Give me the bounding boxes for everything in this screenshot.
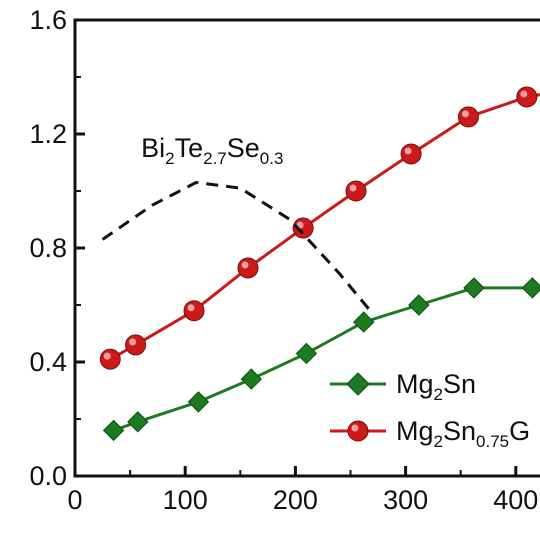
series-1-point xyxy=(292,217,314,239)
ticks: 0.0 0.4 0.8 1.2 1.6 0 100 200 300 400 xyxy=(29,5,538,515)
legend-marker xyxy=(347,420,369,442)
point-body xyxy=(457,106,479,128)
plot-frame xyxy=(73,18,540,478)
series-0-point xyxy=(127,411,149,433)
point-highlight xyxy=(520,90,528,98)
legend-label-part: 2 xyxy=(434,385,443,404)
point-highlight xyxy=(404,147,412,155)
annotation-label-part: 2 xyxy=(165,149,174,168)
annotation-label-part: Te xyxy=(175,133,204,163)
series-0-line xyxy=(113,286,533,432)
annotation-label-part: 2.7 xyxy=(203,149,227,168)
series-0-point xyxy=(240,368,263,390)
point-body xyxy=(183,300,205,322)
series-1-point xyxy=(183,300,205,322)
point-body xyxy=(400,143,422,165)
series-1-point xyxy=(237,257,259,279)
series-0-point xyxy=(102,419,125,442)
series-1-point xyxy=(99,348,121,370)
legend-label-part: Sn xyxy=(443,369,476,399)
point-highlight xyxy=(241,261,249,269)
point-body xyxy=(516,86,538,108)
annotation-label-part: Bi xyxy=(141,133,165,163)
series-1-point xyxy=(345,180,367,202)
series-0-point xyxy=(521,277,540,299)
point-highlight xyxy=(129,338,137,346)
series-0-point xyxy=(295,342,318,365)
annotation-label-part: 0.3 xyxy=(260,149,284,168)
series-1-point xyxy=(400,143,422,165)
legend-label-part: Mg xyxy=(396,369,434,399)
series-0-point xyxy=(463,277,485,299)
x-tick-label: 100 xyxy=(163,485,208,515)
point-body xyxy=(125,334,147,356)
legend-label: Mg2Sn0.75G xyxy=(396,416,530,451)
x-tick-label: 200 xyxy=(273,485,318,515)
legend-label-part: Sn xyxy=(443,416,476,446)
point-body xyxy=(237,257,259,279)
series-0-point xyxy=(187,391,210,413)
y-tick-label: 1.6 xyxy=(29,5,67,35)
series-1-point xyxy=(516,86,538,108)
legend-item: Mg2Sn xyxy=(330,369,476,404)
y-tick-label: 0.8 xyxy=(29,233,67,263)
series-0-point xyxy=(353,311,375,333)
legend-label-part: Mg xyxy=(396,416,434,446)
point-highlight xyxy=(461,110,469,118)
series-2-line xyxy=(101,180,374,315)
legend-label-part: 2 xyxy=(434,432,443,451)
series-1-point xyxy=(125,334,147,356)
annotation-label-part: Se xyxy=(227,133,260,163)
x-tick-label: 300 xyxy=(383,485,428,515)
series-1-point xyxy=(457,106,479,128)
legend-label: Mg2Sn xyxy=(396,369,476,404)
annotation-layer: Bi2Te2.7Se0.3 xyxy=(141,133,283,168)
y-tick-label: 1.2 xyxy=(29,119,67,149)
axes xyxy=(73,18,540,478)
annotation-label: Bi2Te2.7Se0.3 xyxy=(141,133,283,168)
series-0-point xyxy=(408,294,430,316)
point-highlight xyxy=(349,184,357,192)
legend-label-part: G xyxy=(509,416,530,446)
point-highlight xyxy=(103,352,111,360)
legend-marker-highlight xyxy=(351,424,359,432)
point-body xyxy=(345,180,367,202)
legend-marker xyxy=(346,372,370,396)
x-tick-label: 0 xyxy=(67,485,82,515)
y-tick-label: 0.4 xyxy=(29,347,67,377)
series-1-line xyxy=(109,93,540,361)
legend-item: Mg2Sn0.75G xyxy=(330,416,530,451)
x-tick-label: 400 xyxy=(493,485,538,515)
y-tick-label: 0.0 xyxy=(29,461,67,491)
point-body xyxy=(99,348,121,370)
legend-label-part: 0.75 xyxy=(476,432,509,451)
point-highlight xyxy=(187,304,195,312)
series-layer xyxy=(99,86,540,442)
